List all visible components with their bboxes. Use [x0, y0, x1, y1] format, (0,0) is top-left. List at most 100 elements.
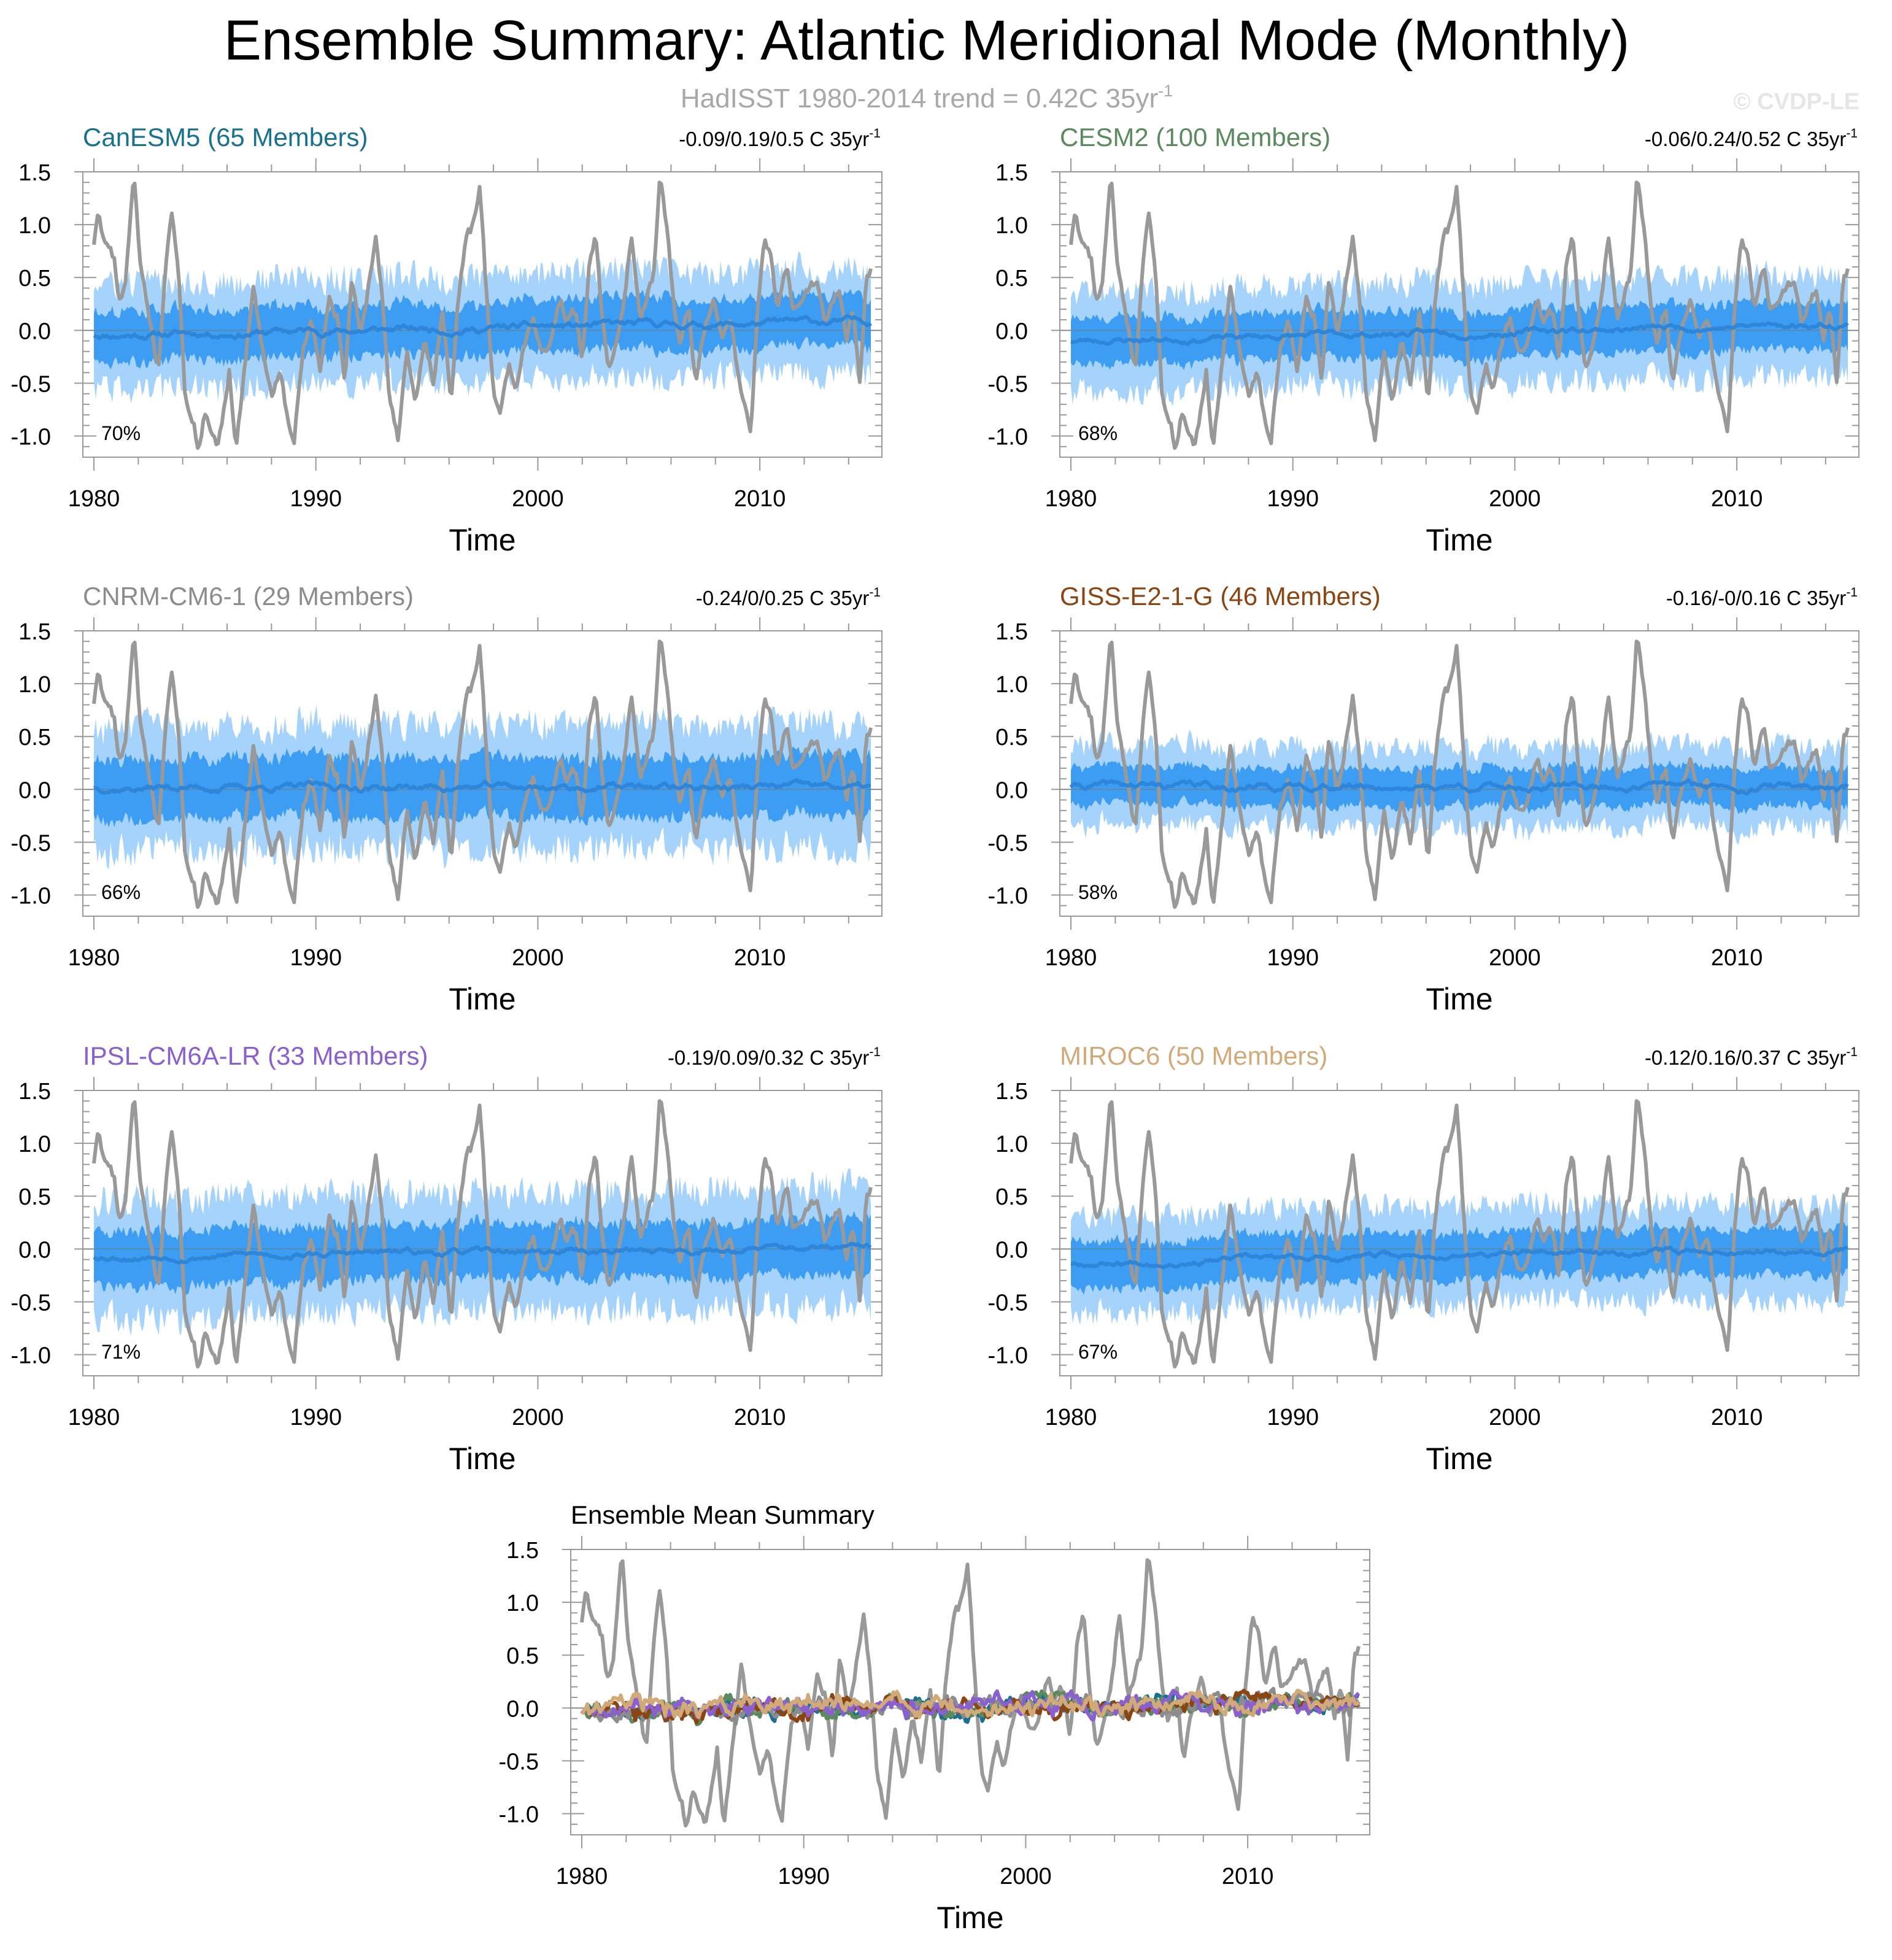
trend-range-text: -0.06/0.24/0.52 C 35yr — [1645, 128, 1846, 150]
trend-range-text: -0.19/0.09/0.32 C 35yr — [668, 1046, 869, 1069]
trend-range-text: -0.09/0.19/0.5 C 35yr — [679, 128, 869, 150]
panel-6: -1.0 -0.5 0.0 0.5 1.0 1.5 1980 1990 2000 2010 Time… — [988, 1041, 1859, 1476]
x-tick-label: 2000 — [512, 945, 564, 971]
y-tick-label: 1.5 — [18, 619, 51, 645]
plot-area — [1060, 1099, 1859, 1369]
inner-spread-band — [94, 287, 871, 369]
y-tick-label: 0.5 — [18, 725, 51, 750]
y-tick-label: 0.5 — [995, 1184, 1028, 1210]
y-tick-label: 0.0 — [995, 1237, 1028, 1263]
x-tick-label: 1990 — [1267, 486, 1319, 512]
y-tick-label: -1.0 — [988, 425, 1028, 450]
ensemble-mean-line — [1069, 778, 1849, 796]
y-tick-label: -1.0 — [11, 425, 51, 450]
x-tick-label: 1990 — [1267, 1405, 1319, 1430]
y-tick-label: -0.5 — [11, 371, 51, 397]
panel-title: CNRM-CM6-1 (29 Members) — [83, 582, 414, 611]
y-tick-label: 1.0 — [18, 672, 51, 698]
trend-range-label: -0.12/0.16/0.37 C 35yr-1 — [1645, 1045, 1858, 1069]
trend-range-label: -0.09/0.19/0.5 C 35yr-1 — [679, 126, 881, 150]
x-tick-label: 1980 — [1045, 486, 1097, 512]
observation-line — [1069, 639, 1850, 909]
y-tick-label: 1.5 — [995, 160, 1028, 186]
panels-layer: -1.0 -0.5 0.0 0.5 1.0 1.5 1980 1990 2000 2010 Time… — [11, 123, 1859, 1935]
x-tick-label: 1990 — [290, 1405, 342, 1430]
x-tick-label: 2010 — [1222, 1864, 1274, 1889]
ensemble-mean-line — [93, 1242, 872, 1265]
y-tick-label: -0.5 — [988, 830, 1028, 856]
percent-label: 71% — [101, 1341, 141, 1363]
plot-frame — [1059, 171, 1859, 458]
y-tick-label: -0.5 — [988, 1290, 1028, 1316]
trend-range-text: -0.12/0.16/0.37 C 35yr — [1645, 1046, 1846, 1069]
panel-title: IPSL-CM6A-LR (33 Members) — [83, 1041, 428, 1070]
percent-label: 67% — [1078, 1341, 1118, 1363]
x-tick-label: 2000 — [512, 486, 564, 512]
x-axis-label: Time — [449, 523, 515, 557]
observation-line — [92, 180, 873, 450]
observation-line — [92, 639, 873, 909]
plot-frame — [82, 171, 882, 458]
y-tick-label: 0.0 — [18, 777, 51, 803]
trend-range-sup: -1 — [1846, 585, 1858, 600]
x-tick-label: 1980 — [1045, 945, 1097, 971]
trend-range-sup: -1 — [1846, 1045, 1858, 1059]
y-tick-label: 0.5 — [995, 266, 1028, 291]
x-tick-label: 2000 — [1489, 945, 1541, 971]
y-tick-label: 0.0 — [506, 1696, 539, 1722]
panel-title: Ensemble Mean Summary — [571, 1500, 875, 1529]
percent-label: 68% — [1078, 422, 1118, 444]
x-tick-label: 1990 — [1267, 945, 1319, 971]
x-tick-label: 2010 — [1711, 1405, 1763, 1430]
y-tick-label: -1.0 — [988, 884, 1028, 909]
y-tick-label: 1.0 — [18, 213, 51, 239]
plot-frame — [82, 630, 882, 917]
y-tick-label: 1.0 — [506, 1591, 539, 1616]
y-tick-label: 1.5 — [506, 1538, 539, 1564]
plot-area — [83, 1099, 882, 1369]
trend-range-sup: -1 — [1846, 126, 1858, 141]
panel-2: -1.0 -0.5 0.0 0.5 1.0 1.5 1980 1990 2000 2010 Time… — [988, 123, 1859, 557]
y-tick-label: 0.0 — [995, 318, 1028, 344]
y-tick-label: 0.0 — [995, 777, 1028, 803]
percent-label: 58% — [1078, 881, 1118, 903]
x-tick-label: 1990 — [290, 486, 342, 512]
observation-line — [1069, 1099, 1850, 1369]
trend-range-sup: -1 — [869, 585, 881, 600]
panel-7: -1.0 -0.5 0.0 0.5 1.0 1.5 1980 1990 2000 2010 Time… — [499, 1500, 1370, 1935]
plot-area — [571, 1558, 1370, 1828]
x-tick-label: 2000 — [1489, 486, 1541, 512]
x-tick-label: 1980 — [1045, 1405, 1097, 1430]
y-tick-label: 0.0 — [18, 318, 51, 344]
y-tick-label: 1.0 — [995, 213, 1028, 239]
ensemble-mean-line — [93, 314, 873, 341]
x-tick-label: 2000 — [1000, 1864, 1052, 1889]
y-tick-label: 0.5 — [506, 1643, 539, 1669]
y-tick-label: 1.5 — [18, 160, 51, 186]
x-tick-label: 1980 — [68, 945, 120, 971]
trend-range-label: -0.24/0/0.25 C 35yr-1 — [696, 585, 881, 609]
x-tick-label: 2010 — [734, 945, 786, 971]
y-tick-label: -0.5 — [499, 1749, 539, 1775]
y-tick-label: -1.0 — [11, 1343, 51, 1369]
y-tick-label: 1.0 — [18, 1132, 51, 1157]
x-tick-label: 1980 — [556, 1864, 608, 1889]
series-line-miroc6 — [580, 1688, 1361, 1719]
panel-5: -1.0 -0.5 0.0 0.5 1.0 1.5 1980 1990 2000 2010 Time… — [11, 1041, 882, 1476]
y-tick-label: -0.5 — [11, 830, 51, 856]
x-axis-label: Time — [1426, 982, 1492, 1016]
panel-4: -1.0 -0.5 0.0 0.5 1.0 1.5 1980 1990 2000 2010 Time… — [988, 582, 1859, 1016]
y-tick-label: -1.0 — [988, 1343, 1028, 1369]
ensemble-mean-line — [1070, 1244, 1849, 1270]
x-tick-label: 1980 — [68, 1405, 120, 1430]
x-tick-label: 2010 — [1711, 486, 1763, 512]
y-tick-label: 1.0 — [995, 672, 1028, 698]
trend-range-sup: -1 — [869, 1045, 881, 1059]
y-tick-label: 0.5 — [18, 1184, 51, 1210]
plot-frame — [82, 1090, 882, 1376]
ensemble-mean-line — [1070, 321, 1849, 346]
ensemble-mean-line — [93, 777, 871, 795]
observation-line — [1069, 180, 1850, 450]
x-tick-label: 2000 — [1489, 1405, 1541, 1430]
panel-1: -1.0 -0.5 0.0 0.5 1.0 1.5 1980 1990 2000 2010 Time… — [11, 123, 882, 557]
